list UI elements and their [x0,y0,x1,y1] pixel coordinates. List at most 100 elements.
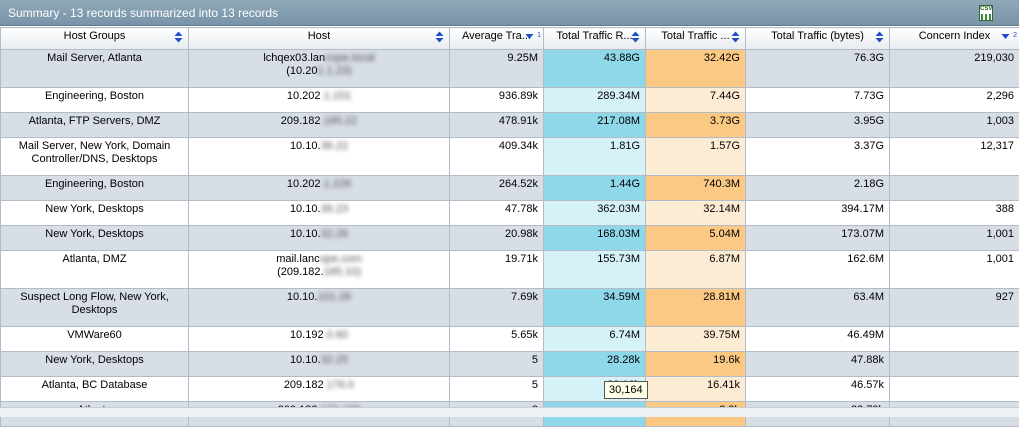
host-redacted-text: ope.com [320,253,362,266]
host-ip-text: (209.182. [277,266,323,278]
host-text: 10.10. [290,140,321,152]
host-group-text: Engineering, Boston [45,90,144,102]
host-group-text: VMWare60 [67,329,122,341]
host-cell[interactable]: 209.182.176.0 [189,377,450,402]
total-traffic-cell: 47.88k [746,352,890,377]
host-group-text: Mail Server, Atlanta [47,52,142,64]
host-group-cell: Atlanta, DMZ [1,251,189,289]
host-group-text: Atlanta, DMZ [62,253,126,265]
host-group-text: Atlanta, FTP Servers, DMZ [29,115,161,127]
host-group-cell: New York, Desktops [1,352,189,377]
host-text: 10.202 [287,178,321,190]
table-row[interactable]: Atlanta, DMZ mail.lancope.com(209.182.185… [1,251,1019,289]
host-cell[interactable]: 10.202.1.226 [189,176,450,201]
column-header-host[interactable]: Host [189,28,450,50]
traffic-received-cell: 168.03M [544,226,646,251]
host-group-text: Engineering, Boston [45,178,144,190]
host-redacted-text: .1.226 [321,178,352,191]
host-cell[interactable]: 209.182.185.22 [189,113,450,138]
traffic-sent-cell: 39.75M [646,327,746,352]
average-traffic-cell: 47.78k [450,201,544,226]
sort-icon[interactable] [875,31,884,43]
host-redacted-text: 32.26 [321,228,349,241]
host-group-text: Suspect Long Flow, New York, Desktops [20,291,169,316]
host-cell[interactable]: mail.lancope.com(209.182.185.10) [189,251,450,289]
table-row[interactable]: Mail Server, Atlanta lchqex03.lancope.loc… [1,50,1019,88]
concern-index-cell [890,377,1019,402]
host-redacted-text: .185.22 [321,115,358,128]
host-ip-redacted-text: 185.10) [324,266,361,279]
host-text: mail.lanc [276,253,319,265]
host-text: 10.10. [290,354,321,366]
sort-descending-icon[interactable] [1001,31,1010,43]
total-traffic-cell: 7.73G [746,88,890,113]
sort-icon[interactable] [174,31,183,43]
host-group-cell: Mail Server, New York, Domain Controller… [1,138,189,176]
column-header-total-traffic-received[interactable]: Total Traffic R... [544,28,646,50]
total-traffic-cell: 162.6M [746,251,890,289]
traffic-sent-cell: 28.81M [646,289,746,327]
csv-export-icon[interactable]: CSV [979,5,993,21]
host-cell[interactable]: lchqex03.lancope.local(10.201.1.23) [189,50,450,88]
average-traffic-cell: 20.98k [450,226,544,251]
column-header-total-traffic-bytes[interactable]: Total Traffic (bytes) [746,28,890,50]
concern-index-cell: 12,317 [890,138,1019,176]
column-header-total-traffic-sent[interactable]: Total Traffic ... [646,28,746,50]
concern-index-cell: 219,030 [890,50,1019,88]
column-header-label: Host [308,30,331,43]
column-header-label: Total Traffic ... [661,30,729,43]
traffic-sent-cell: 19.6k [646,352,746,377]
host-cell[interactable]: 10.10.101.26 [189,289,450,327]
total-traffic-cell: 3.95G [746,113,890,138]
column-header-host-groups[interactable]: Host Groups [1,28,189,50]
host-cell[interactable]: 10.10.36.23 [189,201,450,226]
concern-index-cell: 388 [890,201,1019,226]
traffic-received-cell: 28.28k [544,352,646,377]
total-traffic-cell: 63.4M [746,289,890,327]
traffic-received-cell: 43.88G [544,50,646,88]
table-row[interactable]: Mail Server, New York, Domain Controller… [1,138,1019,176]
host-cell[interactable]: 10.10.32.25 [189,352,450,377]
average-traffic-cell: 5.65k [450,327,544,352]
host-group-cell: Suspect Long Flow, New York, Desktops [1,289,189,327]
traffic-sent-cell: 16.41k [646,377,746,402]
concern-index-cell [890,176,1019,201]
host-redacted-text: .176.0 [324,379,355,392]
host-cell[interactable]: 10.192.0.60 [189,327,450,352]
host-redacted-text: 32.25 [321,354,349,367]
sort-descending-icon[interactable] [525,31,534,43]
table-row[interactable]: Suspect Long Flow, New York, Desktops 10.… [1,289,1019,327]
traffic-sent-cell: 32.14M [646,201,746,226]
table-body: Mail Server, Atlanta lchqex03.lancope.loc… [1,50,1019,427]
host-text: 10.10. [287,291,318,303]
column-header-label: Concern Index [919,30,991,43]
host-text: 10.192 [290,329,324,341]
host-group-text: Atlanta, BC Database [42,379,148,391]
column-header-label: Host Groups [64,30,126,43]
host-cell[interactable]: 10.202.1.151 [189,88,450,113]
average-traffic-cell: 264.52k [450,176,544,201]
host-cell[interactable]: 10.10.32.26 [189,226,450,251]
average-traffic-cell: 478.91k [450,113,544,138]
traffic-sent-cell: 6.87M [646,251,746,289]
average-traffic-cell: 7.69k [450,289,544,327]
sort-icon[interactable] [435,31,444,43]
sort-icon[interactable] [731,31,740,43]
host-text: 10.10. [290,203,321,215]
summary-title: Summary - 13 records summarized into 13 … [8,6,278,20]
table-row[interactable]: Atlanta, BC Database209.182.176.0530.16k… [1,377,1019,402]
column-header-average-traffic[interactable]: Average Tra...1 [450,28,544,50]
host-group-cell: New York, Desktops [1,201,189,226]
host-cell[interactable]: 10.10.36.22 [189,138,450,176]
sort-icon[interactable] [631,31,640,43]
concern-index-cell [890,327,1019,352]
